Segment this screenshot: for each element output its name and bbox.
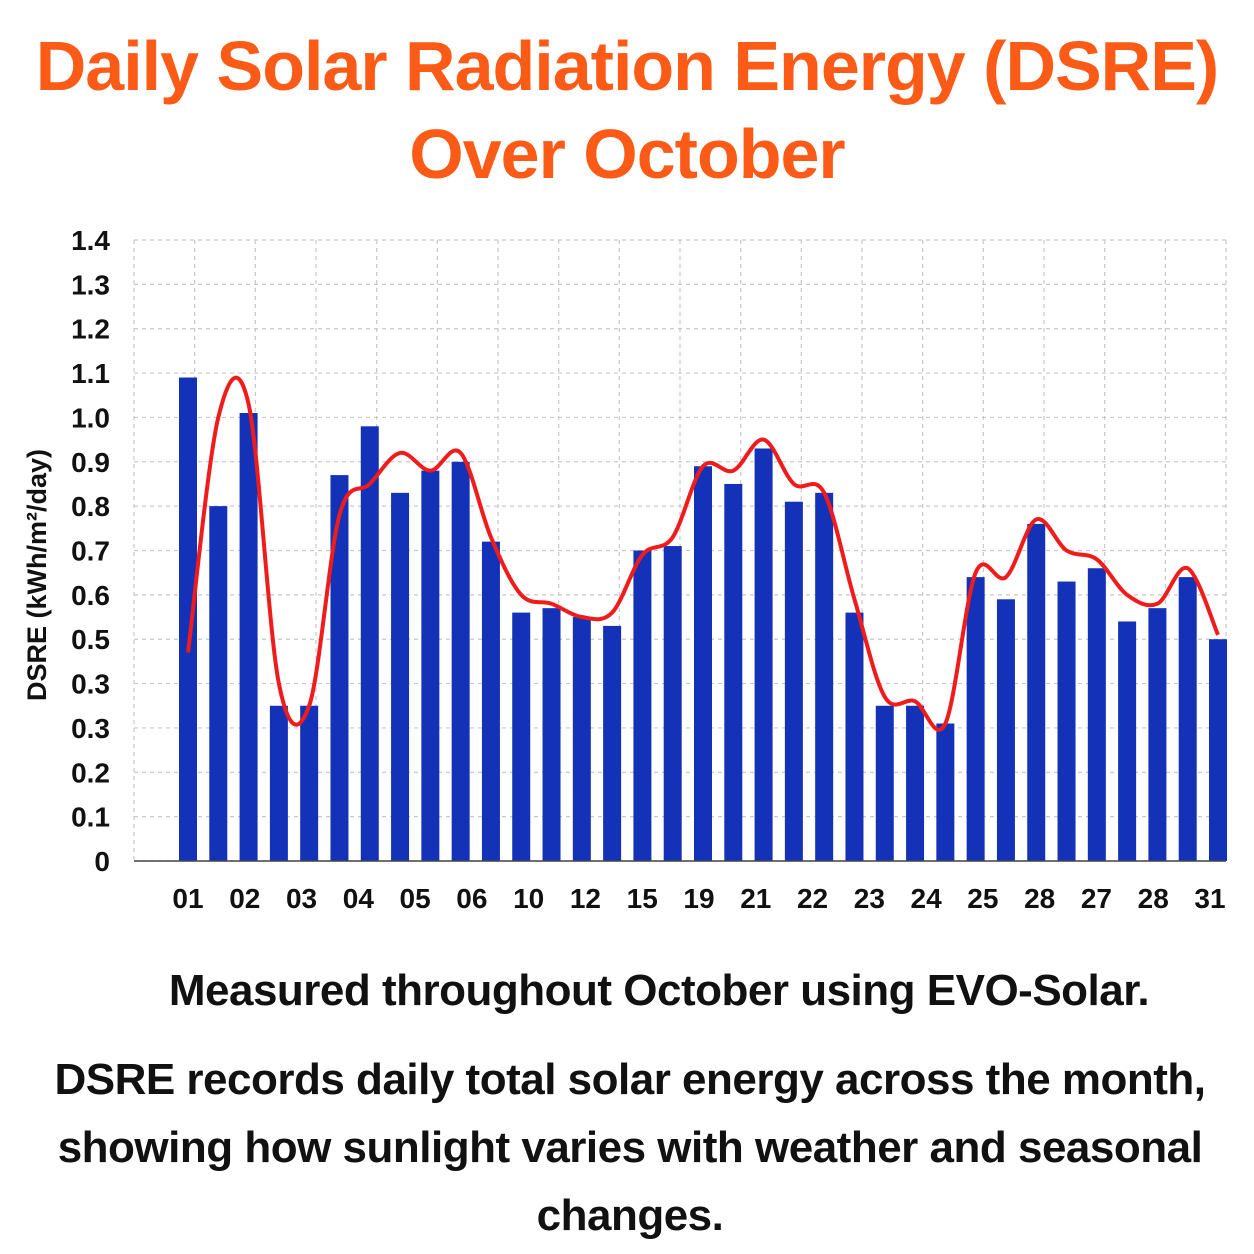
bar [1087,568,1106,861]
y-tick-label: 0.5 [71,624,110,655]
bar [724,483,743,861]
bar [754,448,773,861]
bar [1148,608,1167,861]
chart-title-line1: Daily Solar Radiation Energy (DSRE) [35,27,1219,105]
x-axis-ticks: 01 02 03 04 05 06 10 12 15 19 21 22 23 24 25 28 27 28 31 [172,883,1225,914]
bar [330,475,349,861]
bar [391,492,410,861]
y-tick-label: 0.1 [71,802,110,833]
x-tick-label: 05 [400,883,431,914]
x-tick-label: 06 [456,883,487,914]
y-tick-label: 1.4 [71,225,110,256]
x-tick-label: 04 [343,883,375,914]
bar [966,577,985,861]
y-tick-label: 1.0 [71,402,110,433]
bar [845,612,864,861]
x-tick-label: 01 [172,883,203,914]
bar [996,599,1015,861]
bar [1027,523,1046,861]
bar [784,501,803,861]
bar [875,705,894,861]
y-axis-label: DSRE (kWh/m²/day) [22,449,52,701]
x-tick-label: 31 [1194,883,1225,914]
bar-series [179,377,1227,861]
bar [694,466,712,861]
y-tick-label: 0.9 [71,447,110,478]
bar [603,625,622,861]
y-tick-label: 1.3 [71,269,110,300]
bar [663,546,682,861]
bar [421,470,440,861]
x-tick-label: 22 [797,883,828,914]
y-tick-label: 0.3 [71,669,110,700]
x-tick-label: 24 [911,883,943,914]
x-tick-label: 28 [1138,883,1169,914]
bar [300,705,319,861]
x-tick-label: 28 [1024,883,1055,914]
caption-line2: DSRE records daily total solar energy ac… [54,1055,1206,1240]
bar [633,550,652,861]
y-tick-label: 1.2 [71,314,110,345]
bar [1057,581,1076,861]
bar [481,541,500,861]
bar [1118,621,1137,861]
bar [239,412,258,861]
chart-title-line2: Over October [409,115,845,193]
x-tick-label: 23 [854,883,885,914]
trend-line [186,375,1220,732]
x-tick-label: 19 [683,883,714,914]
bar [179,377,197,861]
bar [209,506,228,861]
y-axis-ticks: 0 0.1 0.2 0.3 0.3 0.5 0.6 0.7 0.8 0.9 1.0 1.1 1.2 1.3… [71,225,110,877]
dsre-chart: 0 0.1 0.2 0.3 0.3 0.5 0.6 0.7 0.8 0.9 1.0 1.1 1.2 1.3… [22,225,1227,914]
bar [360,426,379,861]
bar [269,705,288,861]
y-tick-label: 0 [94,846,110,877]
y-tick-label: 0.8 [71,491,110,522]
bar [542,608,561,861]
y-tick-label: 0.3 [71,713,110,744]
caption-line1: Measured throughout October using EVO-So… [168,966,1150,1015]
bar [936,723,955,861]
x-tick-label: 27 [1081,883,1112,914]
bar [815,492,834,861]
bar [572,617,591,861]
x-tick-label: 03 [286,883,317,914]
bar [906,705,925,861]
y-tick-label: 0.7 [71,536,110,567]
y-tick-label: 0.6 [71,580,110,611]
bar [451,461,470,861]
bar [512,612,531,861]
x-tick-label: 12 [570,883,601,914]
x-tick-label: 25 [967,883,998,914]
x-tick-label: 15 [627,883,658,914]
y-tick-label: 0.2 [71,757,110,788]
bar [1178,577,1197,861]
bar [1209,639,1227,861]
x-tick-label: 21 [740,883,771,914]
chart-title: Daily Solar Radiation Energy (DSRE) Over… [0,22,1254,198]
y-tick-label: 1.1 [71,358,110,389]
x-tick-label: 02 [229,883,260,914]
x-tick-label: 10 [513,883,544,914]
